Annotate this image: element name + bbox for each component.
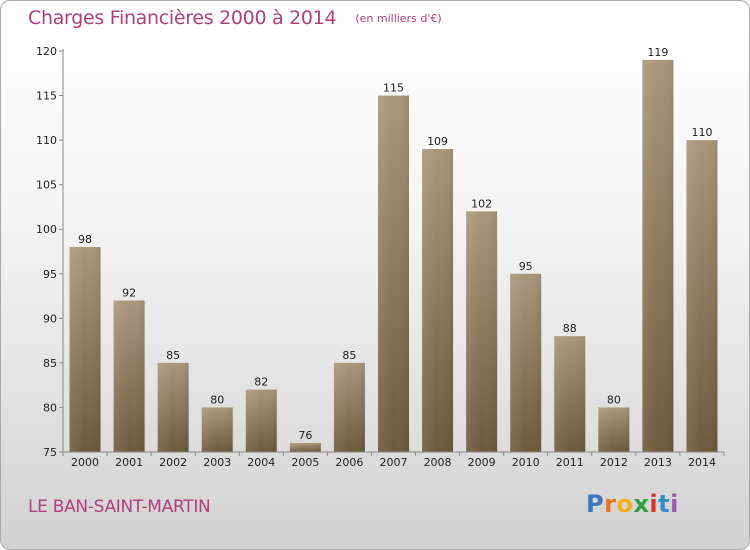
y-tick-label: 85 <box>43 357 57 370</box>
bar-shine <box>686 140 718 452</box>
bar-value-label: 110 <box>691 126 712 139</box>
x-tick-label: 2012 <box>600 456 628 469</box>
bar-shine <box>69 247 101 452</box>
bar-value-label: 82 <box>254 376 268 389</box>
x-tick-label: 2000 <box>71 456 99 469</box>
y-tick-label: 80 <box>43 401 57 414</box>
bar-shine <box>157 362 189 452</box>
bar-shine <box>113 300 145 452</box>
y-tick-label: 115 <box>36 90 57 103</box>
x-tick-label: 2007 <box>380 456 408 469</box>
bar-value-label: 85 <box>166 349 180 362</box>
x-tick-label: 2002 <box>159 456 187 469</box>
bar-value-label: 119 <box>647 46 668 59</box>
bar-value-label: 115 <box>383 82 404 95</box>
x-tick-label: 2004 <box>247 456 275 469</box>
bar-shine <box>422 149 454 452</box>
x-tick-label: 2010 <box>512 456 540 469</box>
bar-shine <box>598 407 630 452</box>
x-tick-label: 2009 <box>468 456 496 469</box>
y-tick-label: 95 <box>43 268 57 281</box>
bar-value-label: 76 <box>298 429 312 442</box>
bar-value-label: 98 <box>78 233 92 246</box>
chart-title-row: Charges Financières 2000 à 2014 (en mill… <box>28 7 442 29</box>
bar-value-label: 92 <box>122 287 136 300</box>
bar-shine <box>554 336 586 452</box>
bar-value-label: 80 <box>607 393 621 406</box>
proxiti-logo: Proxiti <box>586 490 679 518</box>
bar-value-label: 80 <box>210 393 224 406</box>
bar-shine <box>642 59 674 453</box>
location-name: LE BAN-SAINT-MARTIN <box>28 497 211 517</box>
x-tick-label: 2006 <box>335 456 363 469</box>
x-tick-label: 2001 <box>115 456 143 469</box>
bar-shine <box>289 443 321 452</box>
chart-unit: (en milliers d'€) <box>355 12 442 25</box>
x-tick-label: 2003 <box>203 456 231 469</box>
x-tick-label: 2014 <box>688 456 716 469</box>
x-tick-label: 2013 <box>644 456 672 469</box>
x-tick-label: 2011 <box>556 456 584 469</box>
x-tick-label: 2005 <box>291 456 319 469</box>
y-tick-label: 110 <box>36 134 57 147</box>
bar-value-label: 95 <box>519 260 533 273</box>
bar-value-label: 88 <box>563 322 577 335</box>
bar-shine <box>245 389 277 452</box>
bar-shine <box>466 211 498 452</box>
bar-shine <box>510 273 542 452</box>
bar-value-label: 102 <box>471 197 492 210</box>
bar-value-label: 85 <box>342 349 356 362</box>
y-tick-label: 90 <box>43 312 57 325</box>
bar-shine <box>201 407 233 452</box>
chart-title: Charges Financières 2000 à 2014 <box>28 7 337 29</box>
bar-value-label: 109 <box>427 135 448 148</box>
bar-shine <box>333 362 365 452</box>
bar-shine <box>378 95 409 453</box>
y-tick-label: 75 <box>43 446 57 459</box>
y-tick-label: 120 <box>36 45 57 58</box>
y-tick-label: 105 <box>36 179 57 192</box>
x-tick-label: 2008 <box>424 456 452 469</box>
y-tick-label: 100 <box>36 223 57 236</box>
